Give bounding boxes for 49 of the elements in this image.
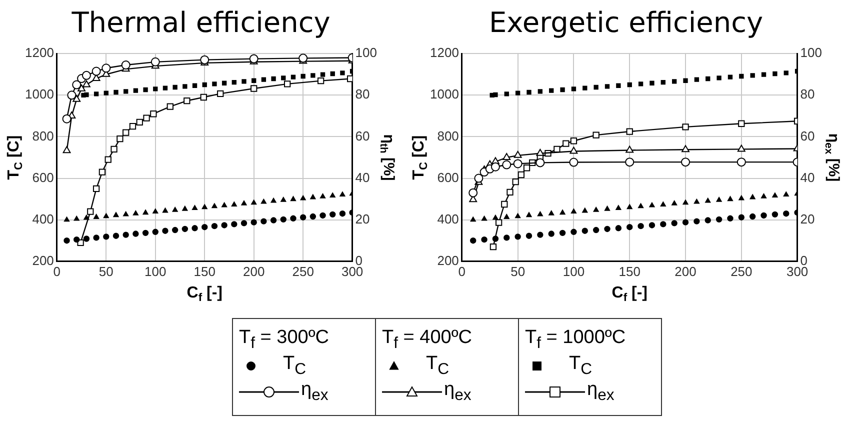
legend-label: η$_{ex}$ — [587, 379, 614, 405]
x-tick-label: 0 — [458, 264, 466, 279]
text: T$_{f}$ = 1000ºC — [525, 327, 626, 353]
legend-label: T$_{C}$ — [283, 353, 306, 379]
y2-tick-label: 80 — [800, 86, 815, 102]
x-tick-label: 100 — [144, 264, 166, 279]
y2-tick-label: 100 — [800, 45, 822, 60]
y-tick-label: 800 — [437, 128, 459, 144]
y-tick-label: 400 — [437, 211, 459, 226]
y-tick-label: 1200 — [25, 45, 54, 60]
y2-tick-label: 20 — [355, 211, 370, 226]
y-tick-label: 600 — [32, 170, 54, 185]
y2-tick-label: 40 — [355, 170, 370, 185]
chart-title: Exergetic efficiency — [488, 6, 764, 40]
x-tick-label: 50 — [98, 264, 114, 279]
y-tick-label: 1000 — [25, 86, 54, 102]
y-tick-label: 200 — [32, 252, 54, 268]
y-tick-label: 800 — [32, 128, 54, 144]
y2-tick-label: 80 — [355, 86, 370, 102]
x-tick-label: 50 — [510, 264, 526, 279]
x-tick-label: 200 — [242, 264, 265, 279]
y2-tick-label: 20 — [800, 211, 815, 226]
y2-tick-label: 60 — [800, 128, 815, 144]
x-tick-label: 250 — [292, 264, 314, 279]
legend-label: T$_{C}$ — [569, 353, 592, 379]
legend-label: η$_{ex}$ — [301, 379, 328, 405]
y2-tick-label: 60 — [355, 128, 370, 144]
y-tick-label: 1200 — [430, 45, 459, 60]
y2-tick-label: 100 — [355, 45, 378, 60]
legend-label: T$_{C}$ — [426, 353, 450, 379]
x-tick-label: 150 — [194, 264, 216, 279]
x-tick-label: 100 — [562, 264, 585, 279]
y-tick-label: 200 — [437, 252, 459, 268]
y2-axis-title: ηex [%] — [822, 133, 842, 182]
text: T$_{f}$ = 400ºC — [382, 327, 472, 353]
y-tick-label: 600 — [437, 170, 459, 185]
x-tick-label: 250 — [730, 264, 752, 279]
y-axis-title: TC [C] — [5, 135, 25, 180]
legend-label: η$_{ex}$ — [444, 379, 472, 405]
text: T$_{f}$ = 300ºC — [239, 327, 330, 353]
y2-axis-title: ηth [%] — [378, 134, 397, 181]
y2-tick-label: 40 — [800, 170, 815, 185]
x-tick-label: 200 — [674, 264, 696, 279]
y-tick-label: 1000 — [430, 86, 459, 102]
y-axis-title: TC [C] — [410, 135, 430, 180]
x-tick-label: 150 — [618, 264, 640, 279]
x-tick-label: 0 — [53, 264, 61, 279]
chart-title: Thermal efficiency — [70, 6, 330, 40]
y-tick-label: 400 — [32, 211, 54, 226]
